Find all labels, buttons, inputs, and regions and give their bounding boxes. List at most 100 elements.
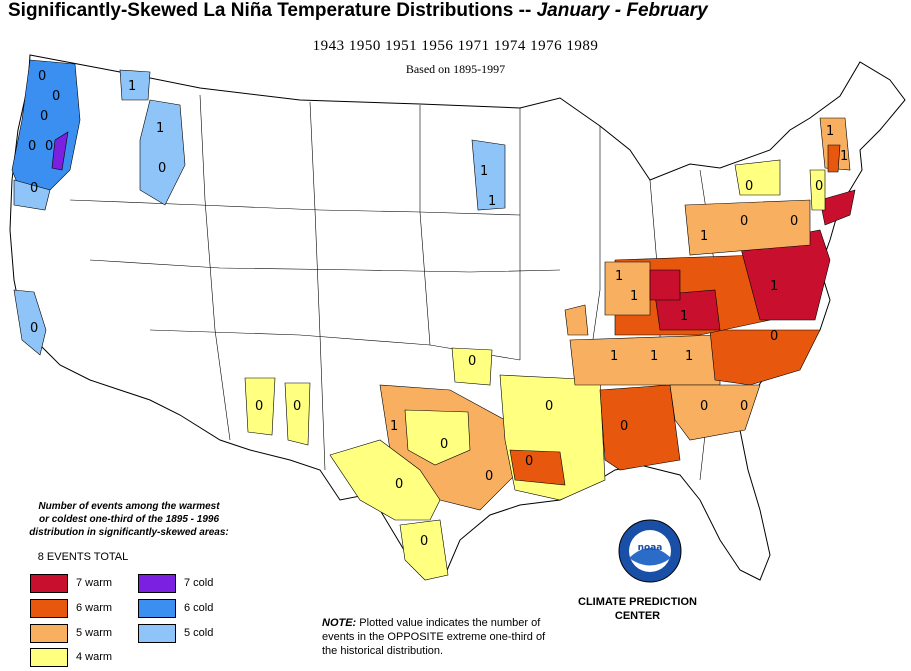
legend-label-5cold: 5 cold xyxy=(184,627,214,639)
value-label: 0 xyxy=(815,179,823,194)
legend-swatch-5warm xyxy=(30,624,68,643)
value-label: 0 xyxy=(52,89,60,104)
value-label: 1 xyxy=(390,419,398,434)
region-ny-east-4warm xyxy=(809,169,826,211)
value-label: 1 xyxy=(826,124,834,139)
value-label: 0 xyxy=(28,139,36,154)
value-label: 1 xyxy=(700,229,708,244)
value-label: 0 xyxy=(525,454,533,469)
region-oklahoma-4warm xyxy=(451,347,493,386)
legend-swatch-4warm xyxy=(30,648,68,667)
legend-intro-line3: distribution in significantly-skewed are… xyxy=(29,527,229,538)
division-values: 0 0 0 0 0 0 1 1 0 1 1 0 0 0 0 1 0 0 0 0 … xyxy=(28,69,848,549)
region-texas-west-4warm xyxy=(329,439,441,521)
region-ny-coast-7warm xyxy=(819,189,856,226)
note-body: Plotted value indicates the number of ev… xyxy=(322,617,546,657)
region-ny-6warm xyxy=(827,144,841,173)
value-label: 0 xyxy=(620,419,628,434)
legend-label-4warm: 4 warm xyxy=(76,651,113,663)
value-label: 0 xyxy=(30,321,38,336)
title-main: Significantly-Skewed La Niña Temperature… xyxy=(8,0,532,21)
value-label: 0 xyxy=(740,399,748,414)
cold-regions xyxy=(11,59,506,356)
value-label: 1 xyxy=(128,79,136,94)
value-label: 0 xyxy=(545,399,553,414)
legend-label-6cold: 6 cold xyxy=(184,602,214,614)
value-label: 0 xyxy=(255,399,263,414)
legend-swatch-5cold xyxy=(138,624,176,643)
value-label: 1 xyxy=(480,164,488,179)
legend-swatch-7warm xyxy=(30,574,68,593)
value-label: 1 xyxy=(685,349,693,364)
value-label: 1 xyxy=(630,289,638,304)
region-texas-south-4warm xyxy=(399,519,449,581)
region-new-mexico2-4warm xyxy=(284,382,311,446)
value-label: 0 xyxy=(420,534,428,549)
region-pennsylvania-5warm xyxy=(684,199,811,256)
region-tennessee-5warm xyxy=(569,334,721,386)
region-alabama-6warm xyxy=(599,384,681,471)
credit-line2: CENTER xyxy=(614,610,661,622)
value-label: 0 xyxy=(440,437,448,452)
event-years: 1943 1950 1951 1956 1971 1974 1976 1989 xyxy=(312,38,599,54)
value-label: 0 xyxy=(40,109,48,124)
value-label: 0 xyxy=(700,399,708,414)
legend-label-6warm: 6 warm xyxy=(76,602,113,614)
value-label: 0 xyxy=(293,399,301,414)
region-idaho-south-5cold xyxy=(139,99,186,206)
credit-line1: CLIMATE PREDICTION xyxy=(578,596,697,608)
legend-label-7cold: 7 cold xyxy=(184,577,214,589)
value-label: 1 xyxy=(680,309,688,324)
legend-swatch-7cold xyxy=(138,574,176,593)
credit: CLIMATE PREDICTION CENTER xyxy=(560,595,715,623)
region-oregon-7cold xyxy=(51,131,69,171)
based-on-label: Based on 1895-1997 xyxy=(405,62,506,76)
title-period: January - February xyxy=(536,0,708,21)
map-title: Significantly-Skewed La Niña Temperature… xyxy=(8,0,708,22)
value-label: 0 xyxy=(485,469,493,484)
value-label: 1 xyxy=(610,349,618,364)
region-wv-7warm xyxy=(649,269,681,301)
region-ny-west-4warm xyxy=(734,159,781,196)
region-texas-central-4warm xyxy=(404,409,471,466)
legend-label-5warm: 5 warm xyxy=(76,627,113,639)
region-california-5cold xyxy=(13,289,47,356)
us-outline xyxy=(9,54,906,581)
region-carolinas-6warm xyxy=(709,329,821,386)
note-text: NOTE: Plotted value indicates the number… xyxy=(322,616,562,658)
legend-intro-line2: or coldest one-third of the 1895 - 1996 xyxy=(38,514,220,525)
legend-intro: Number of events among the warmest or co… xyxy=(4,500,254,539)
region-mich-5warm xyxy=(564,304,589,336)
region-minnesota-5cold xyxy=(471,139,506,211)
region-ohio-5warm xyxy=(604,261,651,316)
value-label: 0 xyxy=(745,179,753,194)
region-vermont-5warm xyxy=(819,117,851,171)
value-label: 1 xyxy=(840,149,848,164)
legend-intro-line1: Number of events among the warmest xyxy=(38,501,220,512)
value-label: 1 xyxy=(615,269,623,284)
value-label: 0 xyxy=(740,214,748,229)
note-label: NOTE: xyxy=(322,617,357,629)
region-georgia-5warm xyxy=(669,384,761,441)
value-label: 1 xyxy=(650,349,658,364)
noaa-logo: noaa xyxy=(618,519,682,583)
warm-regions xyxy=(244,117,856,581)
value-label: 0 xyxy=(158,161,166,176)
legend-swatch-6warm xyxy=(30,599,68,618)
legend-label-7warm: 7 warm xyxy=(76,577,113,589)
region-oregon-coast-5cold xyxy=(13,179,51,211)
value-label: 0 xyxy=(38,69,46,84)
legend-swatch-6cold xyxy=(138,599,176,618)
region-new-mexico-4warm xyxy=(244,377,276,436)
legend-total: 8 EVENTS TOTAL xyxy=(37,551,129,563)
region-idaho-north-5cold xyxy=(119,69,151,101)
value-label: 0 xyxy=(770,329,778,344)
value-label: 0 xyxy=(30,181,38,196)
value-label: 0 xyxy=(790,214,798,229)
value-label: 0 xyxy=(468,354,476,369)
region-gulf-6warm xyxy=(509,449,566,486)
value-label: 1 xyxy=(488,194,496,209)
value-label: 1 xyxy=(156,121,164,136)
value-label: 0 xyxy=(395,477,403,492)
